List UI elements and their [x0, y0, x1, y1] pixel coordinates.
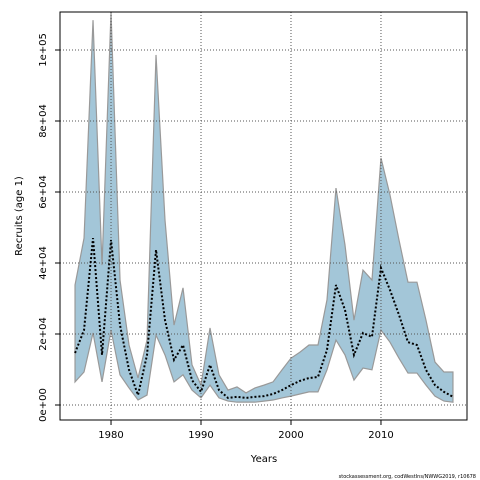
x-axis-label: Years — [250, 454, 277, 465]
confidence-band — [74, 11, 454, 403]
plot-frame — [59, 11, 468, 421]
y-axis-label: Recruits (age 1) — [14, 176, 25, 256]
y-tick-label: 2e+04 — [38, 317, 49, 351]
y-tick-label: 4e+04 — [38, 246, 49, 280]
y-tick-label: 8e+04 — [38, 104, 49, 138]
y-tick-label: 1e+05 — [38, 33, 49, 67]
footnote: stockassessment.org, codWestIns/NWWG2019… — [339, 474, 476, 480]
estimate-line — [74, 238, 454, 399]
x-tick-label: 1980 — [98, 430, 123, 441]
x-tick-label: 1990 — [188, 430, 213, 441]
y-tick-label: 6e+04 — [38, 175, 49, 209]
y-tick-label: 0e+00 — [38, 388, 49, 422]
x-tick-label: 2010 — [368, 430, 393, 441]
x-tick-label: 2000 — [278, 430, 303, 441]
